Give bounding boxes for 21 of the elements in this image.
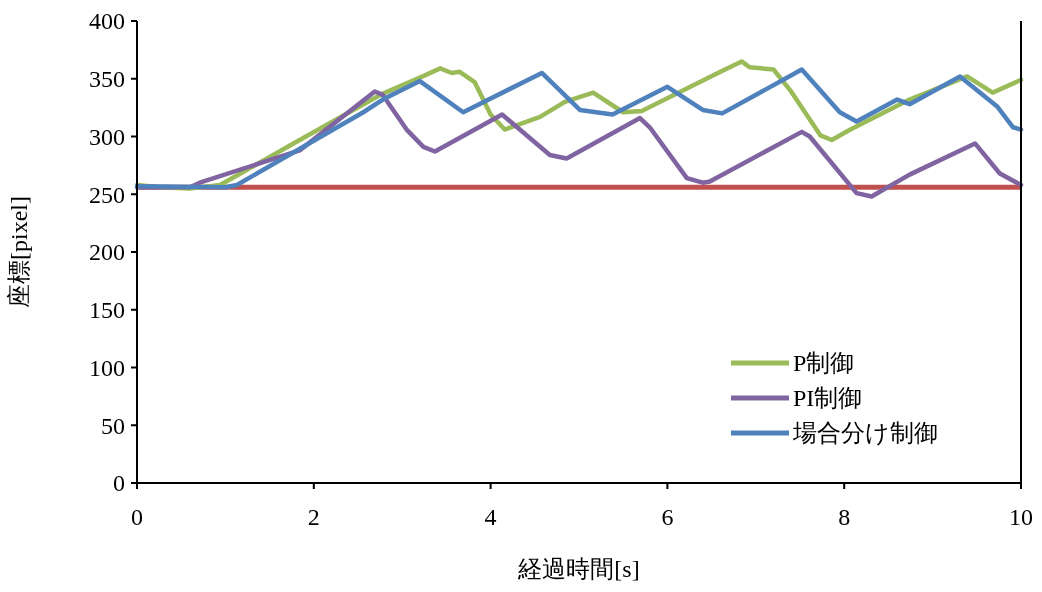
line-series (134, 89, 1024, 199)
y-tick-label: 250 (89, 181, 125, 208)
x-tick-label: 6 (661, 504, 674, 530)
x-tick-label: 0 (131, 504, 143, 530)
y-tick-label: 300 (89, 123, 125, 150)
y-tick-label: 0 (113, 470, 125, 497)
legend-label: P制御 (793, 350, 855, 377)
y-tick-label: 150 (89, 297, 125, 324)
y-axis-title: 座標[pixel] (6, 196, 32, 308)
x-tick-label: 8 (838, 504, 851, 530)
y-tick-label: 400 (89, 8, 125, 35)
y-tick-label: 100 (89, 354, 125, 381)
x-tick-label: 2 (307, 504, 320, 530)
y-tick-label: 50 (101, 412, 125, 439)
legend-label: 場合分け制御 (792, 420, 938, 447)
y-tick-label: 200 (89, 239, 125, 266)
x-tick-label: 4 (484, 504, 497, 530)
x-tick-label: 10 (1009, 504, 1033, 530)
legend-label: PI制御 (793, 385, 863, 412)
y-tick-label: 350 (89, 66, 125, 93)
x-axis-title: 経過時間[s] (517, 556, 640, 582)
